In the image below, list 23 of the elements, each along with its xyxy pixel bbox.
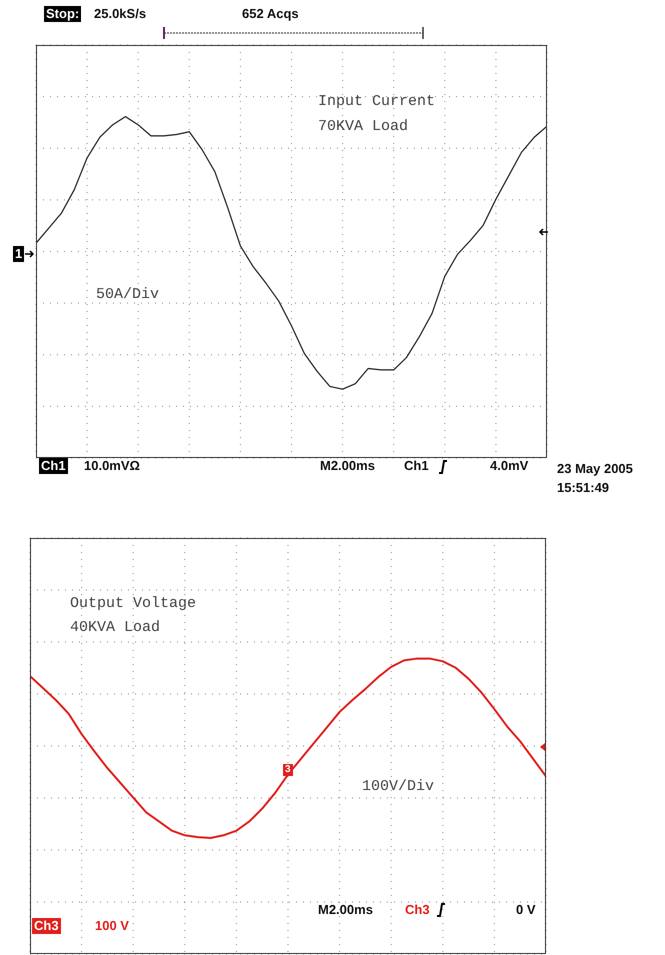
text: 0 V	[516, 902, 536, 918]
text: 25.0kS/s	[94, 6, 146, 22]
text: 652 Acqs	[242, 6, 299, 22]
text: 23 May 2005	[557, 461, 633, 477]
text: Ch1	[39, 458, 68, 474]
annotation: 100V/Div	[362, 778, 434, 795]
annotation: 50A/Div	[96, 286, 160, 303]
text: M2.00ms	[320, 458, 375, 474]
text: Output Voltage	[70, 595, 196, 612]
text: 40KVA Load	[70, 619, 160, 636]
text: Stop:	[44, 6, 82, 22]
text: 1	[13, 246, 24, 262]
text: 100 V	[95, 918, 129, 934]
annotation: 3	[283, 764, 293, 776]
text: M2.00ms	[318, 902, 373, 918]
text: Ch3	[405, 902, 430, 918]
text: 4.0mV	[490, 458, 528, 474]
text: 10.0mVΩ	[84, 458, 140, 474]
text: 15:51:49	[557, 480, 610, 496]
text: Input Current	[318, 93, 436, 110]
text: Ch1	[404, 458, 429, 474]
annotation: 70KVA Load	[318, 118, 408, 135]
text: Ch3	[32, 918, 61, 934]
